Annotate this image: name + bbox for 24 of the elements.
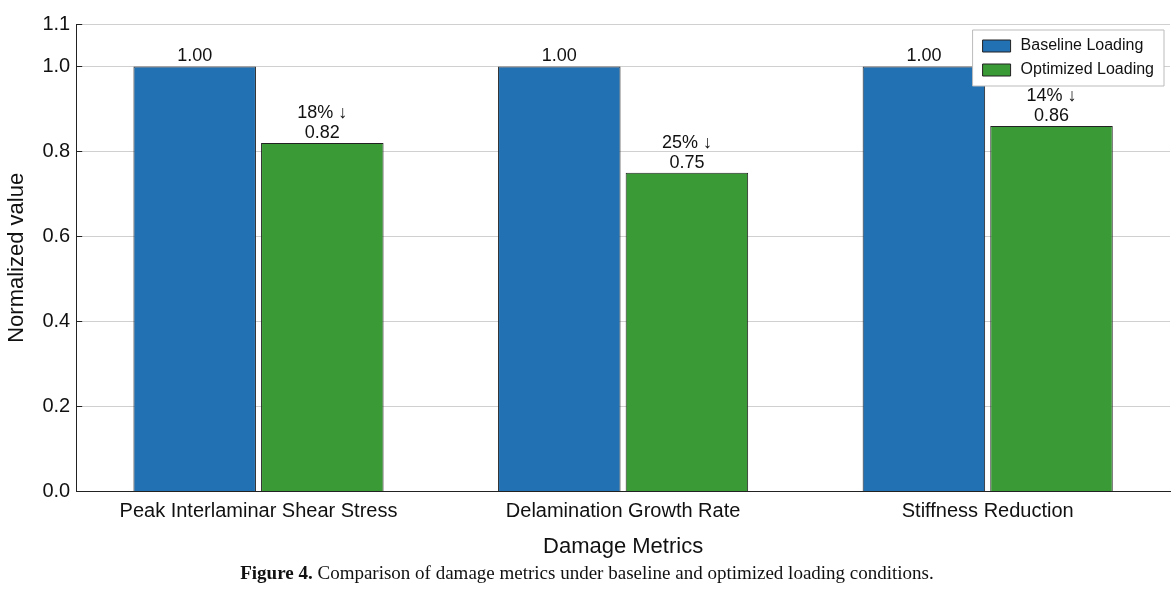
y-tick-label: 1.1 xyxy=(42,11,71,34)
data-label: 1.00 xyxy=(906,45,942,66)
x-axis-title: Damage Metrics xyxy=(543,532,704,558)
annotation: 25% ↓ xyxy=(661,131,712,152)
x-tick-label: Stiffness Reduction xyxy=(901,499,1074,522)
annotation: 14% ↓ xyxy=(1026,84,1077,105)
data-label: 0.82 xyxy=(304,121,340,142)
y-tick-label: 0.4 xyxy=(42,309,71,332)
data-label: 0.86 xyxy=(1033,104,1070,125)
data-label: 1.00 xyxy=(177,45,213,66)
y-tick-label: 1.0 xyxy=(42,54,71,77)
legend-label: Optimized Loading xyxy=(1020,60,1155,78)
legend-label: Baseline Loading xyxy=(1020,36,1144,54)
y-tick-label: 0.8 xyxy=(42,139,71,162)
y-tick-label: 0.0 xyxy=(42,479,71,502)
x-tick-label: Peak Interlaminar Shear Stress xyxy=(119,499,398,522)
caption: Figure 4. Comparison of damage metrics under baseline and optimized loading conditions. xyxy=(239,562,935,584)
data-label: 0.75 xyxy=(669,151,705,172)
y-tick-label: 0.2 xyxy=(42,394,71,417)
x-tick-label: Delamination Growth Rate xyxy=(505,499,741,522)
data-label: 1.00 xyxy=(541,45,577,66)
y-tick-label: 0.6 xyxy=(42,224,71,247)
y-axis-title: Normalized value xyxy=(3,172,29,343)
annotation: 18% ↓ xyxy=(297,101,348,122)
